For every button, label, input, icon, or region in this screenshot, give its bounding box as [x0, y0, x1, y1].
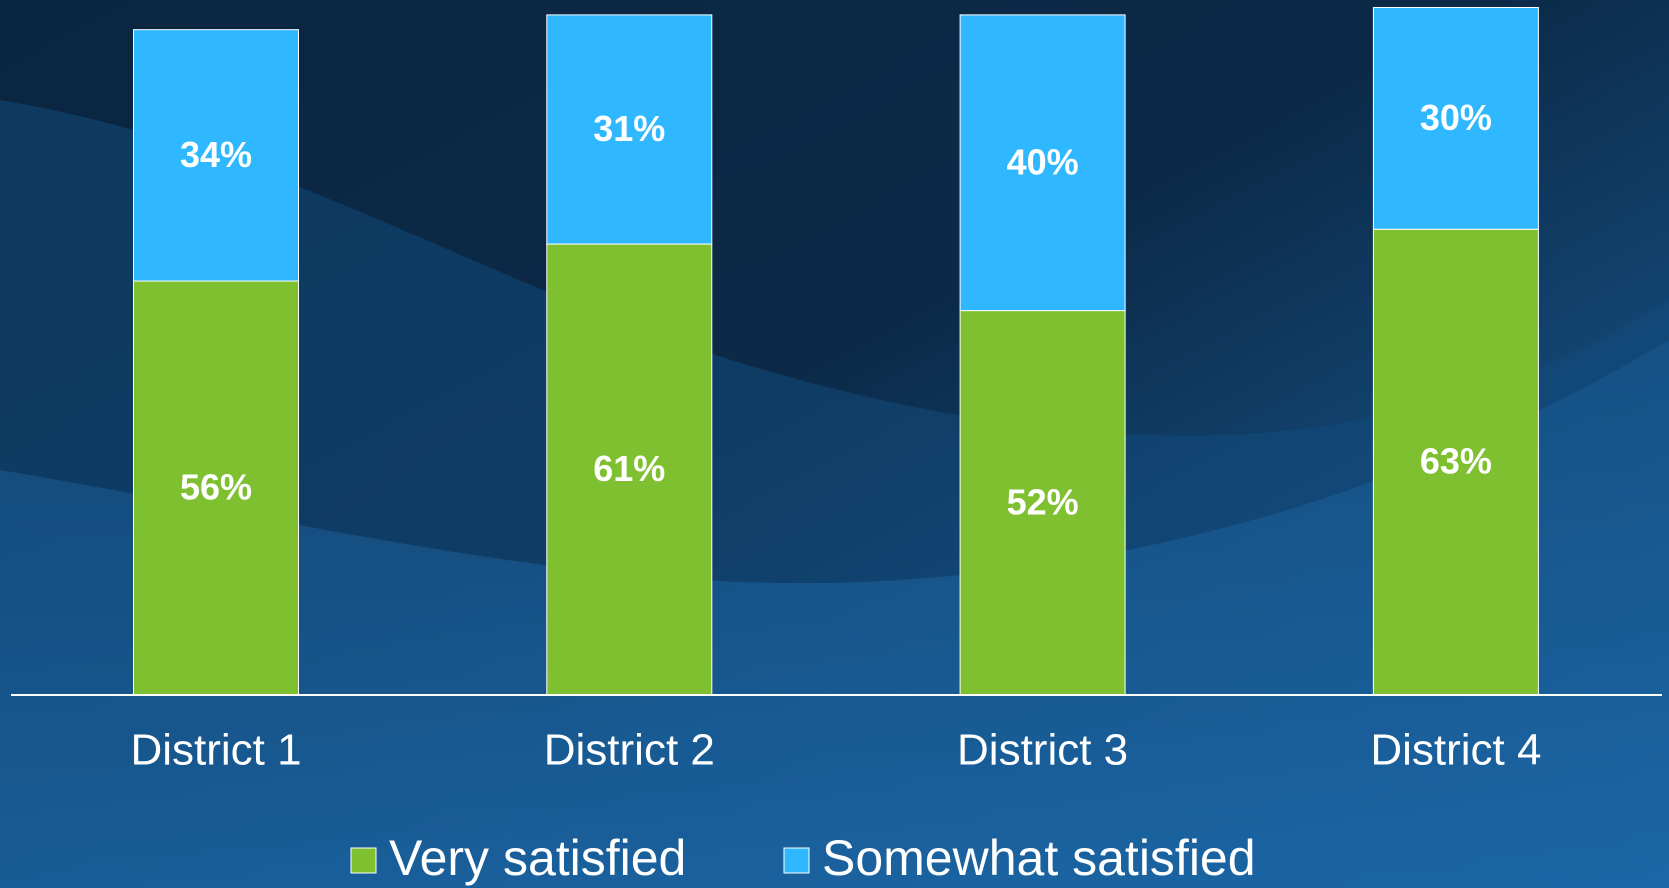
value-label: 34%	[180, 134, 252, 175]
legend-label: Very satisfied	[389, 830, 686, 886]
value-label: 52%	[1007, 481, 1079, 522]
x-tick-label: District 4	[1370, 726, 1541, 775]
x-tick-label: District 2	[544, 726, 715, 775]
value-label: 56%	[180, 467, 252, 508]
bar-segment	[546, 14, 713, 245]
legend-swatch	[783, 847, 810, 874]
plot-area: 56% 34% 61% 31% 52% 40% 63% 30%	[133, 7, 1539, 696]
background-wave	[0, 340, 1669, 888]
value-label: 30%	[1420, 97, 1492, 138]
value-label: 61%	[593, 448, 665, 489]
legend-label: Somewhat satisfied	[822, 830, 1256, 886]
bar-segment	[546, 243, 713, 696]
bar-segment	[1372, 228, 1539, 696]
bar-segment	[959, 14, 1126, 312]
bar-segment	[1372, 7, 1539, 230]
bar-segment	[133, 280, 299, 696]
value-label: 63%	[1420, 441, 1492, 482]
value-label: 31%	[593, 108, 665, 149]
legend-swatch	[350, 847, 377, 874]
value-label: 40%	[1007, 141, 1079, 182]
bar-segment	[133, 29, 299, 282]
x-tick-label: District 1	[130, 726, 301, 775]
x-tick-label: District 3	[957, 726, 1128, 775]
